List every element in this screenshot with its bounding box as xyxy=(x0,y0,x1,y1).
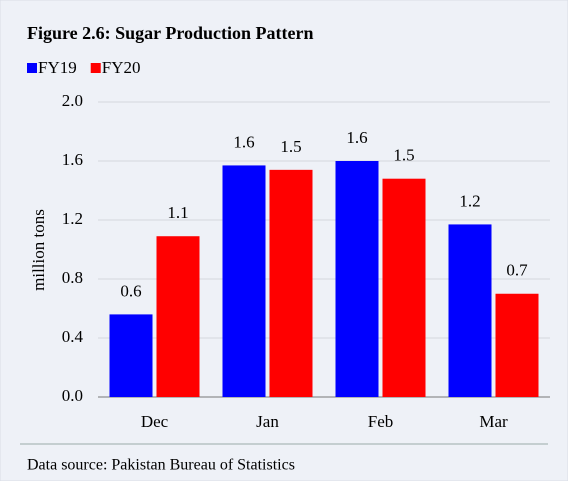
legend-label: FY20 xyxy=(102,58,141,77)
bar xyxy=(335,161,379,397)
bar xyxy=(109,314,153,397)
legend-swatch xyxy=(27,63,37,73)
data-label: 1.2 xyxy=(459,191,480,210)
y-tick-label: 1.6 xyxy=(62,150,83,169)
y-tick-label: 1.2 xyxy=(62,209,83,228)
data-label: 0.6 xyxy=(120,281,141,300)
y-tick-label: 0.8 xyxy=(62,268,83,287)
y-tick-label: 2.0 xyxy=(62,91,83,110)
data-label: 1.1 xyxy=(167,203,188,222)
bar xyxy=(156,236,200,397)
data-label: 1.6 xyxy=(233,132,254,151)
data-label: 1.5 xyxy=(393,146,414,165)
x-tick-label: Jan xyxy=(256,412,279,431)
chart-title: Figure 2.6: Sugar Production Pattern xyxy=(27,23,314,43)
y-axis-label: million tons xyxy=(29,209,48,291)
bar xyxy=(495,293,539,397)
legend-swatch xyxy=(90,63,101,73)
x-tick-label: Dec xyxy=(141,412,169,431)
bar xyxy=(222,165,266,397)
data-label: 1.5 xyxy=(280,137,301,156)
bar xyxy=(269,169,313,397)
x-tick-label: Mar xyxy=(479,412,508,431)
bar xyxy=(382,178,426,397)
legend-label: FY19 xyxy=(38,58,77,77)
bar xyxy=(448,224,492,397)
y-tick-label: 0.0 xyxy=(62,386,83,405)
y-tick-label: 0.4 xyxy=(62,327,84,346)
x-tick-label: Feb xyxy=(368,412,394,431)
data-label: 0.7 xyxy=(506,261,528,280)
source-note: Data source: Pakistan Bureau of Statisti… xyxy=(27,457,295,474)
data-label: 1.6 xyxy=(346,128,367,147)
